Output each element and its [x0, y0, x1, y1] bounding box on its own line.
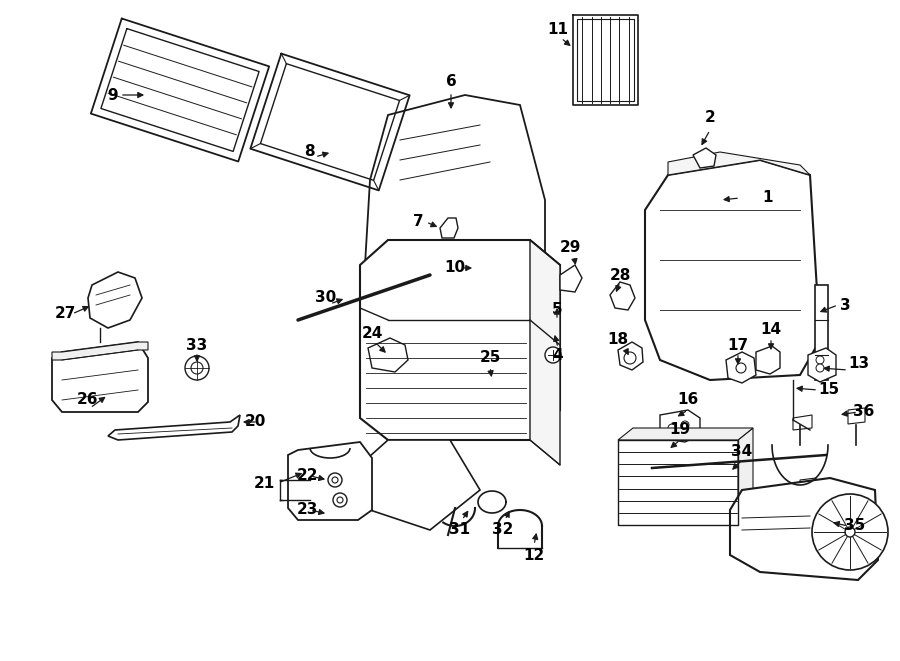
Polygon shape	[610, 282, 635, 310]
Text: 35: 35	[844, 518, 866, 533]
Text: 16: 16	[678, 393, 698, 407]
Circle shape	[185, 356, 209, 380]
Text: 17: 17	[727, 338, 749, 352]
Text: 2: 2	[705, 110, 716, 126]
Polygon shape	[52, 342, 148, 360]
Text: 18: 18	[608, 332, 628, 348]
Polygon shape	[108, 415, 240, 440]
Text: 29: 29	[559, 241, 580, 256]
Circle shape	[816, 356, 824, 364]
Polygon shape	[365, 95, 545, 310]
Circle shape	[668, 424, 676, 432]
Circle shape	[328, 473, 342, 487]
Text: 14: 14	[760, 323, 781, 338]
Circle shape	[845, 527, 855, 537]
Polygon shape	[440, 218, 458, 238]
Text: 15: 15	[818, 383, 839, 397]
Text: 22: 22	[297, 469, 319, 483]
Polygon shape	[618, 342, 643, 370]
Text: 20: 20	[245, 414, 266, 430]
Text: 4: 4	[553, 348, 563, 364]
Polygon shape	[738, 428, 753, 525]
Polygon shape	[530, 240, 560, 465]
Circle shape	[812, 494, 888, 570]
Polygon shape	[756, 346, 780, 374]
Circle shape	[624, 352, 636, 364]
Text: 9: 9	[107, 87, 118, 102]
Polygon shape	[52, 342, 148, 412]
Text: 21: 21	[254, 475, 275, 490]
Text: 12: 12	[524, 547, 544, 563]
Polygon shape	[730, 478, 878, 580]
Polygon shape	[793, 415, 812, 430]
Circle shape	[816, 364, 824, 372]
Text: 7: 7	[413, 215, 424, 229]
Text: 33: 33	[186, 338, 208, 352]
Text: 34: 34	[732, 444, 752, 459]
Text: 24: 24	[361, 325, 382, 340]
Text: 5: 5	[552, 303, 562, 317]
Text: 28: 28	[609, 268, 631, 282]
Polygon shape	[360, 440, 480, 530]
Circle shape	[681, 421, 689, 429]
Text: 36: 36	[853, 405, 875, 420]
Circle shape	[337, 497, 343, 503]
Polygon shape	[645, 160, 820, 380]
Polygon shape	[88, 272, 142, 328]
Text: 11: 11	[547, 22, 568, 38]
Circle shape	[332, 477, 338, 483]
Text: 8: 8	[303, 145, 314, 159]
Polygon shape	[368, 338, 408, 372]
Polygon shape	[693, 148, 716, 168]
Text: 3: 3	[840, 297, 850, 313]
Text: 26: 26	[76, 393, 98, 407]
Text: 19: 19	[670, 422, 690, 438]
Polygon shape	[660, 410, 700, 442]
Text: 27: 27	[55, 307, 76, 321]
Text: 31: 31	[449, 522, 471, 537]
Circle shape	[191, 362, 203, 374]
Text: 30: 30	[315, 290, 337, 305]
Polygon shape	[815, 285, 828, 380]
Polygon shape	[726, 352, 756, 383]
Circle shape	[333, 493, 347, 507]
Polygon shape	[360, 240, 560, 440]
Text: 1: 1	[762, 190, 772, 206]
Polygon shape	[848, 408, 865, 424]
Text: 6: 6	[446, 75, 456, 89]
Polygon shape	[808, 348, 836, 382]
Text: 32: 32	[492, 522, 514, 537]
Polygon shape	[668, 152, 810, 175]
Text: 23: 23	[297, 502, 319, 518]
Circle shape	[736, 363, 746, 373]
Polygon shape	[800, 478, 816, 492]
Polygon shape	[288, 442, 372, 520]
Polygon shape	[618, 428, 753, 440]
Text: 10: 10	[444, 260, 465, 276]
Text: 25: 25	[480, 350, 500, 366]
Polygon shape	[560, 265, 582, 292]
Text: 13: 13	[848, 356, 869, 371]
Circle shape	[545, 347, 561, 363]
